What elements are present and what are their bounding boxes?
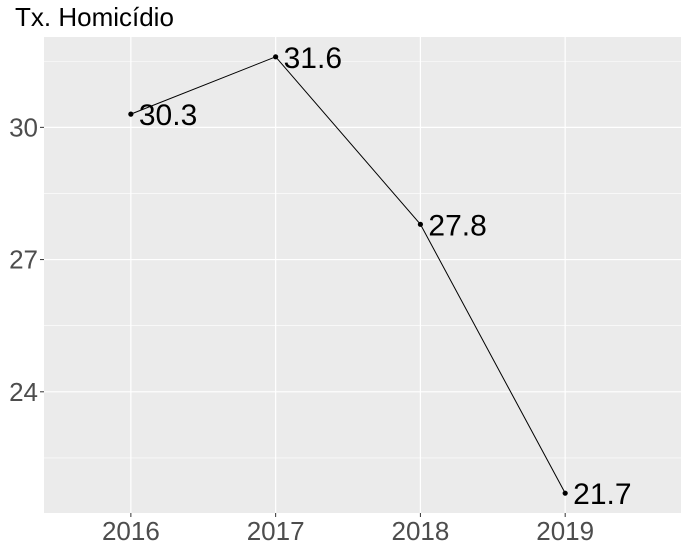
data-point: [562, 490, 568, 496]
x-axis-tick-label: 2016: [102, 516, 160, 546]
axis-ticks: [40, 126, 566, 517]
x-axis-tick-labels: 2016 2017 2018 2019: [102, 516, 594, 546]
data-point: [273, 54, 279, 60]
grid-minor: [44, 60, 681, 459]
series-line: [130, 56, 566, 494]
data-label: 30.3: [139, 99, 197, 132]
data-point: [417, 221, 424, 227]
data-labels: 30.3 31.6 27.8 21.7: [139, 42, 632, 511]
y-axis-tick-label: 30: [9, 112, 38, 142]
y-axis-tick-label: 27: [9, 245, 38, 275]
chart-title: Tx. Homicídio: [15, 2, 174, 32]
data-label: 27.8: [428, 209, 486, 242]
data-label: 21.7: [573, 478, 631, 511]
plot-panel: [44, 37, 681, 513]
data-points: [128, 54, 568, 496]
x-axis-tick-label: 2019: [536, 516, 594, 546]
x-axis-tick-label: 2018: [391, 516, 449, 546]
y-axis-tick-label: 24: [9, 377, 38, 407]
y-axis-tick-labels: 24 27 30: [9, 112, 38, 406]
data-point: [128, 111, 134, 117]
data-label: 31.6: [284, 42, 342, 75]
x-axis-tick-label: 2017: [247, 516, 305, 546]
